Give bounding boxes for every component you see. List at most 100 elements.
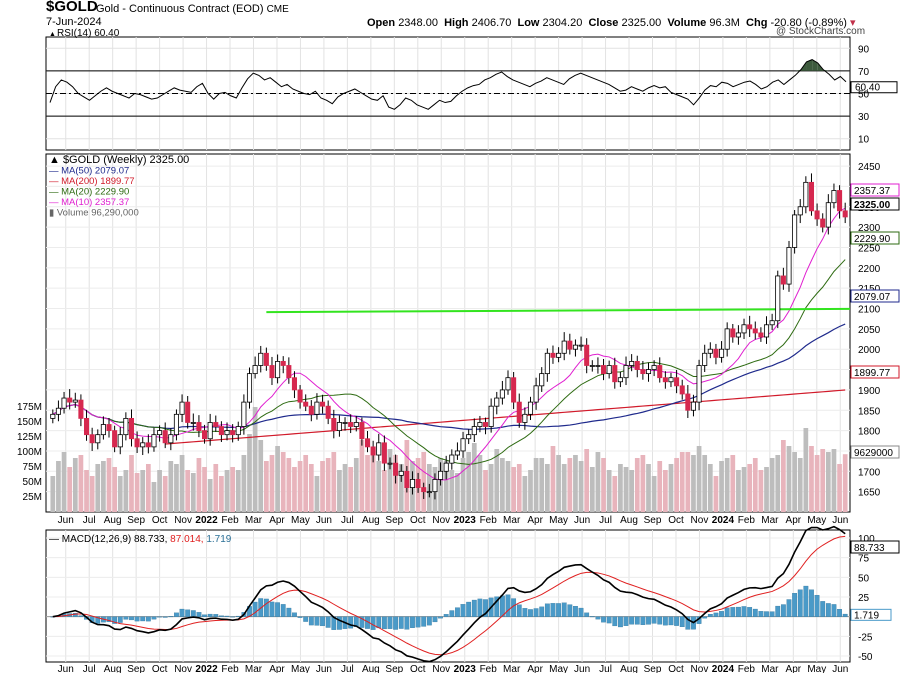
close-value: 2325.00: [621, 17, 662, 29]
volume-bar: [56, 461, 61, 512]
macd-histogram-bar: [157, 616, 162, 618]
ma20-line: [52, 259, 846, 465]
candle-body: [353, 422, 359, 427]
macd-histogram-bar: [320, 616, 325, 627]
macd-tick-label: -50: [858, 652, 873, 663]
macd-histogram-bar: [792, 593, 798, 617]
macd-histogram-bar: [544, 603, 550, 617]
price-tag-text: 2079.07: [854, 292, 891, 303]
volume-bar: [466, 452, 472, 512]
candle-body: [246, 373, 253, 403]
volume-bar: [809, 446, 814, 512]
volume-bar: [842, 454, 848, 512]
macd-histogram-bar: [196, 612, 202, 617]
x-tick-label: 2022: [195, 515, 218, 526]
volume-bar: [106, 458, 112, 512]
x-tick-label: Jul: [341, 515, 354, 526]
candle-body: [421, 487, 427, 493]
volume-bar: [61, 452, 67, 512]
candle-body: [213, 422, 219, 427]
candle-body: [438, 470, 444, 480]
volume-bar: [325, 458, 331, 512]
candle-body: [533, 385, 539, 403]
x-tick-label: May: [291, 515, 310, 526]
volume-bar: [825, 452, 831, 512]
candle-body: [342, 422, 348, 424]
candle-body: [651, 365, 657, 370]
price-tag-text: 2357.37: [854, 186, 891, 197]
candle-body: [297, 389, 303, 403]
macd-tick-label: 100: [858, 534, 875, 545]
volume-bar: [202, 467, 207, 512]
macd-histogram-bar: [573, 606, 578, 617]
rsi-tick-label: 50: [858, 90, 870, 101]
volume-bar: [544, 464, 550, 512]
macd-histogram-bar: [618, 616, 623, 628]
macd-histogram-bar: [561, 602, 567, 617]
x-tick-label: Nov: [174, 515, 192, 526]
volume-bar: [505, 461, 511, 512]
volume-bar: [84, 470, 89, 512]
macd-histogram-bar: [606, 616, 612, 624]
price-legend-entry: ▲ $GOLD (Weekly) 2325.00: [49, 154, 189, 166]
candle-body: [218, 426, 224, 436]
candle-body: [100, 424, 106, 436]
candle-body: [67, 397, 73, 403]
macd-histogram-bar: [348, 616, 354, 629]
candle-body: [72, 399, 78, 403]
price-legend-entry: — MA(200) 1899.77: [49, 176, 135, 187]
candle-body: [752, 328, 758, 334]
volume-tick-label: 125M: [17, 432, 42, 443]
volume-bar: [337, 470, 342, 512]
x-tick-label: Mar: [503, 515, 521, 526]
volume-bar: [303, 455, 309, 512]
candle-body: [61, 397, 67, 409]
volume-bar: [786, 446, 792, 512]
candle-body: [803, 181, 809, 208]
volume-bar: [522, 476, 528, 512]
volume-bar: [724, 458, 730, 512]
candle-body: [426, 491, 432, 494]
candle-body: [572, 344, 578, 350]
volume-bar: [618, 464, 623, 512]
volume-bar: [269, 455, 275, 512]
volume-bar: [623, 467, 629, 512]
candle-body: [494, 397, 500, 407]
x-tick-label: 2024: [712, 515, 735, 526]
volume-bar: [174, 464, 179, 512]
candle-body: [50, 413, 56, 419]
volume-tick-label: 100M: [17, 447, 42, 458]
price-legend-entry: — MA(20) 2229.90: [49, 187, 129, 198]
candle-body: [308, 405, 314, 415]
x-tick-label-macd: Feb: [480, 664, 498, 673]
macd-histogram-bar: [404, 616, 410, 630]
macd-histogram-bar: [719, 611, 724, 617]
macd-histogram-bar: [443, 614, 449, 617]
volume-value: 96.3M: [709, 17, 740, 29]
candle-body: [511, 377, 517, 403]
candle-body: [275, 361, 281, 379]
volume-bar: [129, 455, 134, 512]
x-tick-label-macd: Jul: [83, 664, 96, 673]
low-value: 2304.20: [542, 17, 583, 29]
macd-histogram-bar: [421, 616, 427, 627]
volume-bar: [494, 449, 500, 512]
x-tick-label-macd: Jun: [316, 664, 332, 673]
ma50-line: [52, 323, 846, 430]
volume-bar: [792, 452, 797, 512]
volume-tick-label: 50M: [23, 477, 42, 488]
macd-histogram-bar: [713, 612, 719, 617]
candle-body: [320, 401, 326, 407]
candle-body: [202, 430, 208, 440]
candle-body: [629, 361, 635, 366]
macd-histogram-bar: [134, 616, 140, 622]
x-tick-label-macd: 2024: [712, 664, 735, 673]
x-tick-label-macd: Nov: [432, 664, 450, 673]
volume-bar: [168, 461, 174, 512]
candle-body: [747, 324, 753, 330]
x-tick-label: Apr: [786, 515, 802, 526]
candle-body: [207, 422, 213, 440]
volume-bar: [117, 476, 123, 512]
volume-bar: [314, 476, 320, 512]
volume-bar: [707, 464, 713, 512]
